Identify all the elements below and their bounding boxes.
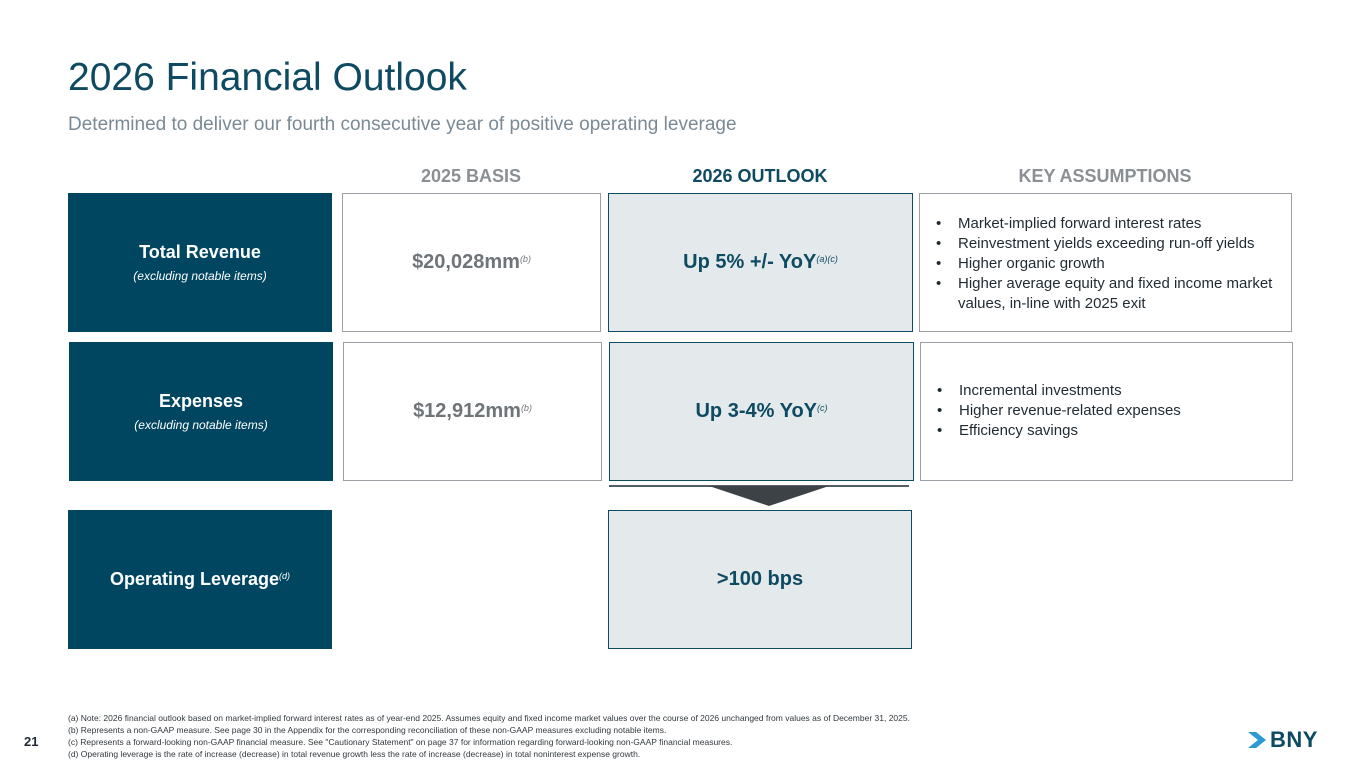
revenue-label-box: Total Revenue (excluding notable items)	[68, 193, 332, 332]
bullet-icon: •	[936, 235, 942, 252]
leverage-outlook-box: >100 bps	[608, 510, 912, 649]
leverage-outlook-value: >100 bps	[716, 568, 804, 590]
chevron-logo-icon	[1248, 732, 1266, 748]
expenses-label: Expenses	[158, 391, 244, 411]
bullet-icon: •	[937, 422, 943, 439]
leverage-label-box: Operating Leverage (d)	[68, 510, 332, 649]
expenses-basis-footnote: (b)	[520, 402, 532, 413]
leverage-label-footnote: (d)	[279, 570, 291, 581]
revenue-assumptions-list: • Market-implied forward interest rates •…	[934, 214, 1275, 314]
footnote-d: (d) Operating leverage is the rate of in…	[68, 749, 641, 759]
expenses-basis-box: $12,912mm (b)	[343, 342, 602, 481]
revenue-label: Total Revenue	[139, 242, 261, 262]
expenses-label-box: Expenses (excluding notable items)	[69, 342, 333, 481]
list-item: • Efficiency savings	[937, 422, 1078, 439]
column-header-assumptions: KEY ASSUMPTIONS	[1018, 166, 1192, 186]
bullet-icon: •	[937, 382, 943, 399]
logo-text: BNY	[1270, 727, 1318, 752]
bny-logo: BNY	[1248, 727, 1318, 753]
footnote-a: (a) Note: 2026 financial outlook based o…	[68, 713, 910, 723]
bullet-icon: •	[936, 215, 942, 232]
list-item: • Reinvestment yields exceeding run-off y…	[936, 235, 1255, 252]
footnote-b: (b) Represents a non-GAAP measure. See p…	[68, 725, 667, 735]
bullet-icon: •	[936, 255, 942, 272]
revenue-basis-footnote: (b)	[519, 253, 531, 264]
list-item: • Market-implied forward interest rates	[936, 215, 1202, 232]
column-header-basis: 2025 BASIS	[420, 166, 522, 186]
revenue-outlook-footnote: (a)(c)	[816, 253, 838, 264]
revenue-assumptions-box: • Market-implied forward interest rates •…	[919, 193, 1292, 332]
footnotes: (a) Note: 2026 financial outlook based o…	[68, 712, 1078, 760]
expenses-outlook-box: Up 3-4% YoY (c)	[609, 342, 914, 481]
revenue-outlook-box: Up 5% +/- YoY (a)(c)	[608, 193, 913, 332]
expenses-basis-value: $12,912mm	[413, 400, 521, 422]
list-item: • Higher organic growth	[936, 255, 1105, 272]
bullet-icon: •	[936, 275, 942, 292]
expenses-assumptions-box: • Incremental investments • Higher revenue…	[920, 342, 1293, 481]
list-item: • Higher average equity and fixed income …	[936, 275, 1273, 312]
revenue-outlook-value: Up 5% +/- YoY	[683, 251, 817, 273]
down-arrow-icon	[709, 486, 829, 506]
revenue-basis-value: $20,028mm	[412, 251, 520, 273]
revenue-sublabel: (excluding notable items)	[133, 269, 267, 283]
expenses-outlook-value: Up 3-4% YoY	[695, 400, 817, 422]
page-number: 21	[24, 734, 39, 749]
page-subtitle: Determined to deliver our fourth consecu…	[68, 114, 737, 135]
bullet-icon: •	[937, 402, 943, 419]
list-item: • Incremental investments	[937, 382, 1122, 399]
revenue-basis-box: $20,028mm (b)	[342, 193, 601, 332]
expenses-assumptions-list: • Incremental investments • Higher revenue…	[935, 381, 1276, 441]
page-title: 2026 Financial Outlook	[68, 56, 467, 99]
expenses-outlook-footnote: (c)	[817, 402, 828, 413]
list-item: • Higher revenue-related expenses	[937, 402, 1181, 419]
footnote-c: (c) Represents a forward-looking non-GAA…	[68, 737, 733, 747]
column-header-outlook: 2026 OUTLOOK	[692, 166, 828, 186]
expenses-sublabel: (excluding notable items)	[134, 418, 268, 432]
leverage-label: Operating Leverage	[109, 569, 280, 589]
